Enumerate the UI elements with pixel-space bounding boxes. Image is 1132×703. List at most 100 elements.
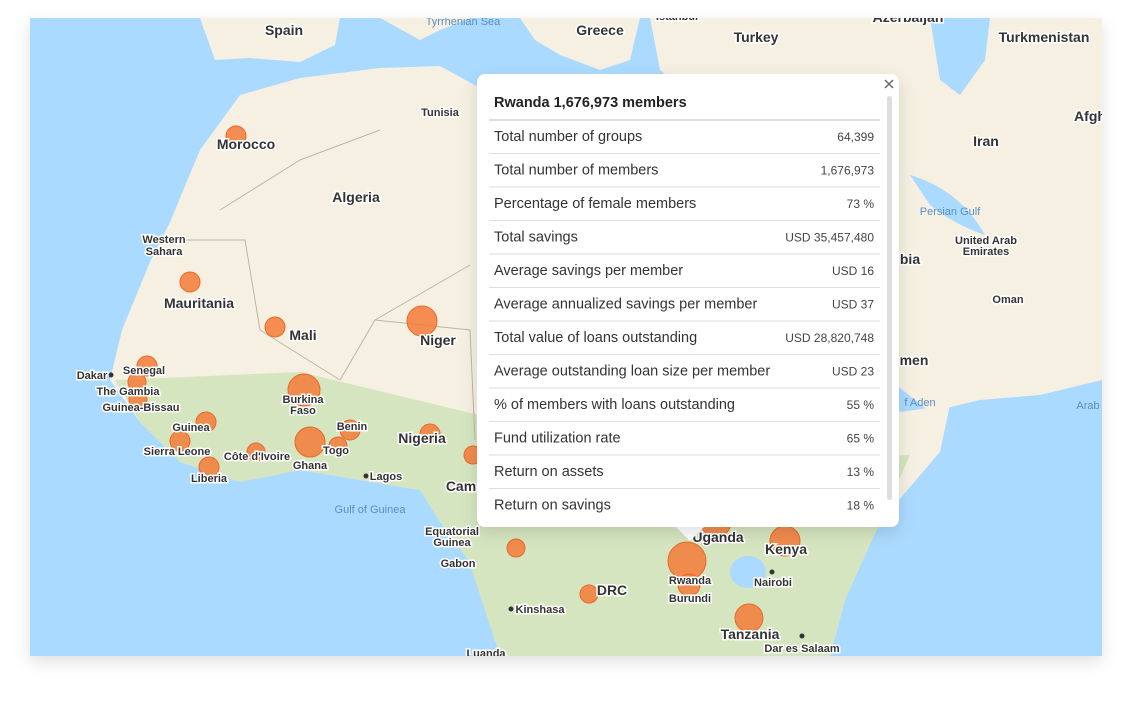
map-label: Azerbaijan (873, 9, 944, 25)
map-label: Emirates (963, 246, 1009, 258)
row-value: 65 % (847, 432, 875, 446)
map-label: Western (142, 234, 185, 246)
map-label: Turkmenistan (999, 29, 1090, 45)
map-label: Nairobi (754, 577, 792, 589)
popup-pointer (676, 527, 704, 541)
map-label: Equatorial (425, 526, 479, 538)
row-value: USD 35,457,480 (785, 231, 874, 245)
map-label: Afgh (1074, 108, 1106, 124)
row-label: Total number of members (494, 163, 658, 179)
row-label: Percentage of female members (494, 196, 696, 212)
map-label: Tanzania (721, 626, 780, 642)
map-label: Tyrrhenian Sea (426, 16, 501, 28)
marker[interactable] (136, 355, 158, 377)
map-label: Burkina (283, 394, 325, 406)
marker[interactable] (339, 419, 361, 441)
marker[interactable] (406, 305, 438, 337)
marker[interactable] (287, 373, 321, 407)
map-label: Guinea (172, 422, 210, 434)
marker[interactable] (677, 573, 701, 597)
marker[interactable] (734, 603, 764, 633)
marker[interactable] (328, 436, 348, 456)
row-value: 73 % (847, 197, 875, 211)
map-label: DRC (597, 582, 627, 598)
map-label: Benin (337, 421, 368, 433)
row-value: USD 28,820,748 (785, 331, 874, 345)
borders (150, 129, 476, 441)
map-label: Sierra Leone (144, 446, 211, 458)
map-label: Cam (446, 478, 476, 494)
map-label: Dar es Salaam (764, 643, 839, 655)
marker[interactable] (506, 538, 526, 558)
marker[interactable] (179, 271, 201, 293)
map-label: Uganda (692, 529, 744, 545)
info-popup: Rwanda 1,676,973 members Total number of… (477, 74, 899, 541)
map-label: Côte d'Ivoire (224, 451, 290, 463)
row-value: 64,399 (837, 130, 874, 144)
map-label: Lagos (370, 471, 402, 483)
map-label: The Gambia (97, 386, 161, 398)
row-label: Average savings per member (494, 263, 683, 279)
map-label: men (900, 352, 929, 368)
row-label: Total value of loans outstanding (494, 330, 697, 346)
row-label: Total number of groups (494, 129, 642, 145)
water (930, 18, 990, 95)
map-label: Mali (289, 327, 316, 343)
map-labels: Spain Greece Turkey Azerbaijan Turkmenis… (75, 9, 1106, 660)
row-value: USD 16 (832, 264, 874, 278)
marker[interactable] (246, 442, 266, 462)
map-label: Nigeria (398, 430, 446, 446)
map-label: Tunisia (421, 107, 460, 119)
marker[interactable] (264, 316, 286, 338)
close-button[interactable] (884, 79, 894, 89)
marker[interactable] (128, 389, 148, 409)
map-label: Senegal (123, 365, 165, 377)
row-value: 13 % (847, 465, 875, 479)
map-label: Gulf of Guinea (335, 504, 407, 516)
map-label: Gabon (441, 558, 476, 570)
map-label: Oman (992, 294, 1023, 306)
map-label: Turkey (734, 29, 779, 45)
row-label: Return on assets (494, 464, 604, 480)
map-label: Spain (265, 22, 303, 38)
map-label: Liberia (191, 473, 228, 485)
map-label: Persian Gulf (920, 206, 981, 218)
row-value: 55 % (847, 398, 875, 412)
map-label: bia (900, 251, 920, 267)
marker[interactable] (294, 426, 326, 458)
city-dots (108, 372, 805, 639)
map-label: Rwanda (669, 575, 712, 587)
map-label: Iran (973, 133, 999, 149)
row-value: USD 37 (832, 298, 874, 312)
map-label: Luanda (466, 648, 506, 660)
marker[interactable] (198, 456, 220, 478)
map-label: Kinshasa (516, 604, 566, 616)
water (730, 556, 766, 588)
map-label: Kenya (765, 541, 807, 557)
map-label: Faso (290, 405, 316, 417)
marker[interactable] (195, 411, 217, 433)
map-label: Guinea-Bissau (102, 402, 179, 414)
map-label: Sahara (146, 246, 184, 258)
map-label: Dakar (77, 370, 108, 382)
row-label: % of members with loans outstanding (494, 397, 735, 413)
map-label: f Aden (904, 397, 935, 409)
map-label: Guinea (433, 537, 471, 549)
marker[interactable] (419, 423, 441, 445)
map-label: Arab (1076, 400, 1099, 412)
scrollbar[interactable] (887, 96, 892, 500)
row-label: Return on savings (494, 498, 611, 514)
marker[interactable] (169, 430, 191, 452)
water (910, 175, 985, 235)
marker[interactable] (225, 125, 247, 147)
marker[interactable] (579, 584, 599, 604)
map-label: Ghana (293, 460, 328, 472)
map-label: Niger (420, 332, 456, 348)
row-label: Average annualized savings per member (494, 297, 757, 313)
map-label: Greece (576, 22, 624, 38)
row-label: Average outstanding loan size per member (494, 364, 770, 380)
land (200, 18, 340, 62)
row-value: 18 % (847, 499, 875, 513)
